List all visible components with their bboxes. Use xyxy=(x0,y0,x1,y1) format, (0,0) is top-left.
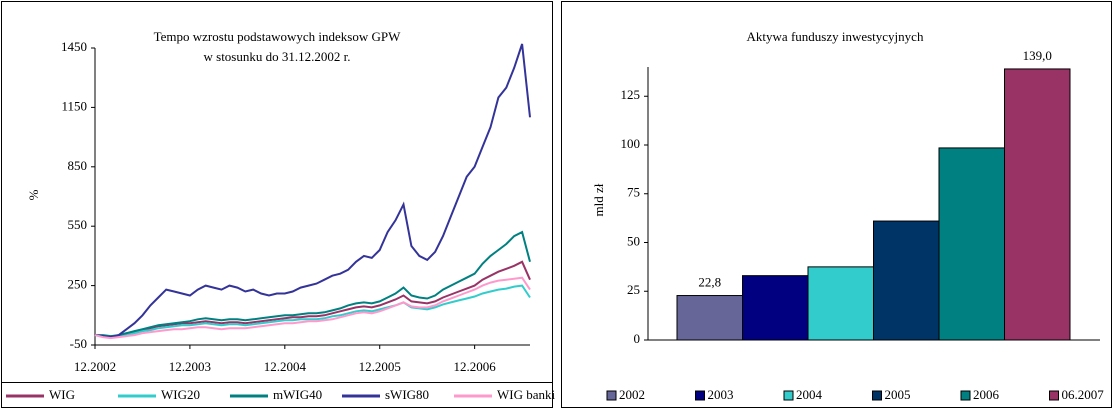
y-axis-label: mld zł xyxy=(591,183,606,216)
y-tick-label: 550 xyxy=(68,217,88,232)
legend-label: WIG xyxy=(49,387,75,402)
bar xyxy=(742,275,809,341)
series-line xyxy=(94,276,531,340)
x-tick-label: 12.2003 xyxy=(169,359,211,374)
right-frame xyxy=(561,1,1112,408)
legend-swatch xyxy=(695,390,705,401)
legend-swatch xyxy=(783,390,794,401)
y-axis-label: % xyxy=(26,189,41,200)
y-tick-label: 50 xyxy=(627,233,640,248)
y-tick-label: 250 xyxy=(68,277,88,292)
legend-label: 2004 xyxy=(796,387,823,402)
value-label: 139,0 xyxy=(1023,48,1052,63)
y-tick-label: 100 xyxy=(621,136,641,151)
y-tick-label: 25 xyxy=(627,282,640,297)
bar xyxy=(873,220,940,341)
x-tick-label: 12.2005 xyxy=(359,359,401,374)
legend-swatch xyxy=(1049,390,1059,401)
chart-title: Tempo wzrostu podstawowych indeksow GPW xyxy=(154,29,402,44)
legend-swatch xyxy=(960,390,971,401)
legend-label: 2002 xyxy=(619,387,645,402)
y-tick-label: 1150 xyxy=(61,98,87,113)
legend-label: 2006 xyxy=(973,387,1000,402)
y-tick-label: 75 xyxy=(627,185,640,200)
chart-title: Aktywa funduszy inwestycyjnych xyxy=(747,29,924,44)
value-label: 22,8 xyxy=(698,275,721,290)
x-tick-label: 12.2006 xyxy=(454,359,497,374)
legend-swatch xyxy=(606,390,617,401)
series-line xyxy=(95,230,531,338)
series-line xyxy=(94,43,531,339)
legend-label: 2003 xyxy=(708,387,734,402)
legend-label: WIG banki xyxy=(497,387,556,402)
y-tick-label: 125 xyxy=(621,87,641,102)
y-tick-label: 0 xyxy=(634,331,641,346)
bar xyxy=(807,266,874,341)
y-tick-label: -50 xyxy=(70,336,87,351)
chart-subtitle: w stosunku do 31.12.2002 r. xyxy=(204,49,351,64)
legend-label: WIG20 xyxy=(161,387,200,402)
bar xyxy=(938,147,1005,341)
legend-label: 06.2007 xyxy=(1062,387,1105,402)
legend-label: sWIG80 xyxy=(385,387,429,402)
legend-swatch xyxy=(872,390,882,401)
legend-label: 2005 xyxy=(885,387,911,402)
bar xyxy=(1004,68,1071,341)
x-tick-label: 12.2004 xyxy=(264,359,307,374)
x-tick-label: 12.2002 xyxy=(74,359,116,374)
y-tick-label: 850 xyxy=(68,158,88,173)
series-line xyxy=(94,284,531,339)
y-tick-label: 1450 xyxy=(61,39,87,54)
bar xyxy=(676,295,743,341)
legend-label: mWIG40 xyxy=(273,387,322,402)
left-frame xyxy=(1,1,553,408)
